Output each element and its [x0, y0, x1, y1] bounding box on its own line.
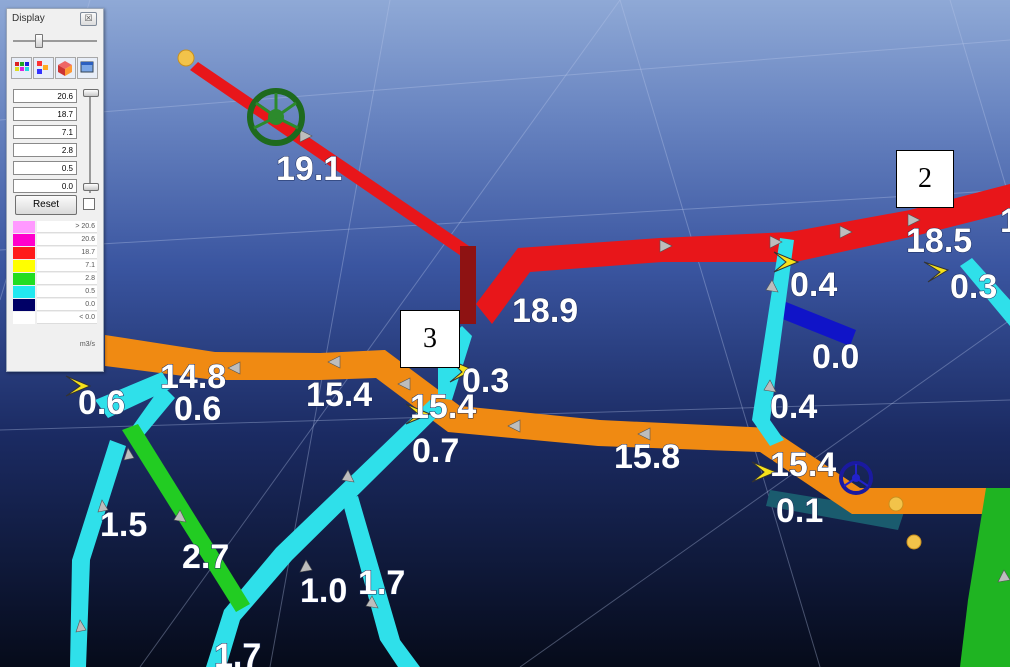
legend-row: 0.5 — [13, 286, 97, 298]
flow-label: 0.1 — [776, 492, 823, 530]
legend-swatch[interactable] — [13, 286, 35, 298]
legend-swatch[interactable] — [13, 247, 35, 259]
flow-label: 19.1 — [276, 150, 342, 188]
source-burst-icons — [177, 49, 922, 550]
airway-green-b[interactable] — [960, 488, 1010, 667]
legend-swatch[interactable] — [13, 299, 35, 311]
flow-direction-arrows — [75, 129, 1010, 633]
flow-label: 0.6 — [174, 390, 221, 428]
airway-red-main[interactable] — [476, 184, 1010, 324]
reset-checkbox[interactable] — [83, 198, 95, 210]
range-slider-bottom-thumb[interactable] — [83, 183, 99, 191]
legend-row: 20.6 — [13, 234, 97, 246]
airway-cyan-b[interactable] — [130, 385, 175, 440]
legend-row: < 0.0 — [13, 312, 97, 324]
flow-label: 18.9 — [512, 292, 578, 330]
close-button[interactable]: ☒ — [80, 12, 97, 26]
legend-label: 2.8 — [37, 273, 97, 285]
fan-icon-green[interactable] — [247, 88, 305, 146]
legend-label: > 20.6 — [37, 221, 97, 233]
flow-label: 14.8 — [160, 358, 226, 396]
legend-label: < 0.0 — [37, 312, 97, 324]
range-slider-track[interactable] — [89, 93, 91, 193]
airway-orange[interactable] — [105, 335, 1010, 514]
airway-green-a[interactable] — [122, 424, 250, 612]
legend-swatch[interactable] — [13, 260, 35, 272]
flow-label: 0.4 — [770, 388, 817, 426]
flow-label: 18.5 — [906, 222, 972, 260]
flow-label: 15.8 — [614, 438, 680, 476]
flow-label: 0.7 — [412, 432, 459, 470]
range-slider-top-thumb[interactable] — [83, 89, 99, 97]
opacity-slider-thumb[interactable] — [35, 34, 43, 48]
fan-icon-blue[interactable] — [839, 461, 873, 495]
node-label-3: 3 — [400, 310, 460, 368]
legend-unit: m3/s — [79, 341, 95, 348]
airway-cyan-d[interactable] — [206, 400, 446, 667]
range-input[interactable]: 20.6 — [13, 89, 77, 103]
flow-label: 0.6 — [78, 384, 125, 422]
legend-row: 2.8 — [13, 273, 97, 285]
legend-row: 7.1 — [13, 260, 97, 272]
legend-label: 20.6 — [37, 234, 97, 246]
legend-swatch[interactable] — [13, 221, 35, 233]
flow-labels: 19.1 18.9 18.5 0.4 0.3 0.0 0.3 15.4 14.8… — [78, 150, 1010, 667]
airway-cyan-e[interactable] — [342, 496, 420, 667]
node-label-2: 2 — [896, 150, 954, 208]
reset-button[interactable]: Reset — [15, 195, 77, 215]
range-input[interactable]: 0.5 — [13, 161, 77, 175]
flow-label: 0.3 — [950, 268, 997, 306]
flow-label: 0.0 — [812, 338, 859, 376]
legend-row: 18.7 — [13, 247, 97, 259]
airway-cyan-a[interactable] — [95, 372, 172, 418]
legend-row: 0.0 — [13, 299, 97, 311]
range-input[interactable]: 18.7 — [13, 107, 77, 121]
flow-label: 2.7 — [182, 538, 229, 576]
legend-label: 0.0 — [37, 299, 97, 311]
flow-label: 15.4 — [410, 388, 476, 426]
flow-label: 1 — [1000, 202, 1010, 240]
range-input[interactable]: 2.8 — [13, 143, 77, 157]
airway-cyan-c[interactable] — [70, 440, 126, 667]
flow-label: 1.5 — [100, 506, 147, 544]
legend-swatch[interactable] — [13, 273, 35, 285]
flow-label: 1.7 — [358, 564, 405, 602]
legend-swatch[interactable] — [13, 234, 35, 246]
flow-label: 15.4 — [770, 446, 836, 484]
airway-red-upper[interactable] — [190, 62, 472, 258]
cube-icon[interactable] — [55, 57, 76, 79]
airway-dark-teal[interactable] — [766, 490, 904, 530]
panel-title: Display — [12, 13, 45, 24]
flow-label: 0.4 — [790, 266, 837, 304]
airway-cyan-g[interactable] — [752, 238, 794, 446]
toolbar — [11, 57, 101, 81]
legend-label: 7.1 — [37, 260, 97, 272]
legend-row: > 20.6 — [13, 221, 97, 233]
range-input[interactable]: 7.1 — [13, 125, 77, 139]
flow-label: 15.4 — [306, 376, 372, 414]
airway-cyan-h[interactable] — [960, 258, 1010, 326]
flow-label: 0.3 — [462, 362, 509, 400]
palette-icon[interactable] — [33, 57, 54, 79]
legend-swatch[interactable] — [13, 312, 35, 324]
legend-label: 0.5 — [37, 286, 97, 298]
grid-color-icon[interactable] — [11, 57, 32, 79]
flow-label: 1.0 — [300, 572, 347, 610]
airway-blue[interactable] — [780, 302, 856, 346]
opacity-slider-track[interactable] — [13, 40, 97, 42]
legend-label: 18.7 — [37, 247, 97, 259]
flow-label: 1.7 — [214, 637, 261, 667]
display-panel: Display ☒ 20.6 18.7 7.1 2.8 0.5 0.0 Rese… — [6, 8, 104, 372]
airway-red-vertical[interactable] — [460, 246, 476, 324]
range-input[interactable]: 0.0 — [13, 179, 77, 193]
window-layout-icon[interactable] — [77, 57, 98, 79]
